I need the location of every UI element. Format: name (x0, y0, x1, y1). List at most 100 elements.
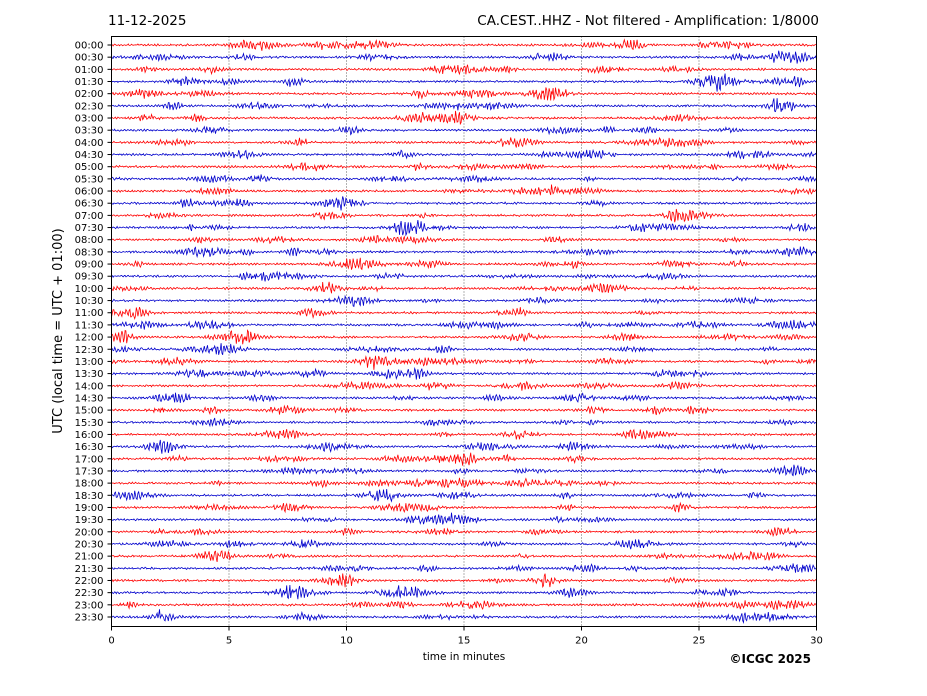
y-tick-label: 07:30 (75, 223, 104, 234)
y-tick-label: 13:30 (75, 369, 104, 380)
trace-1100 (111, 306, 817, 321)
plot-frame (111, 36, 817, 627)
y-tick-label: 11:30 (75, 320, 104, 331)
trace-1500 (111, 404, 817, 416)
chart-title: CA.CEST..HHZ - Not filtered - Amplificat… (477, 13, 819, 29)
y-tick-label: 05:30 (75, 174, 104, 185)
trace-1430 (111, 392, 817, 403)
trace-0030 (111, 50, 817, 64)
trace-0600 (111, 184, 817, 196)
y-tick-label: 18:00 (75, 479, 104, 490)
x-tick-label: 15 (458, 636, 471, 647)
y-tick-label: 15:00 (75, 406, 104, 417)
y-tick-label: 17:30 (75, 466, 104, 477)
trace-2030 (111, 539, 817, 550)
y-tick-label: 16:30 (75, 442, 104, 453)
x-axis-ticks: 0 5 10 15 20 25 30 (108, 626, 823, 647)
y-tick-label: 19:30 (75, 515, 104, 526)
y-tick-label: 16:00 (75, 430, 104, 441)
x-tick-label: 0 (108, 636, 114, 647)
y-tick-label: 00:00 (75, 41, 104, 52)
y-tick-label: 03:00 (75, 114, 104, 125)
trace-1530 (111, 417, 817, 428)
trace-1800 (111, 477, 817, 489)
trace-1300 (111, 355, 817, 370)
trace-0630 (111, 196, 817, 211)
trace-1400 (111, 380, 817, 391)
y-tick-label: 02:00 (75, 89, 104, 100)
y-tick-label: 23:00 (75, 600, 104, 611)
y-tick-label: 01:00 (75, 65, 104, 76)
trace-0330 (111, 125, 817, 136)
y-axis-label: UTC (local time = UTC + 01:00) (51, 228, 66, 433)
y-tick-label: 05:00 (75, 162, 104, 173)
copyright-label: ©ICGC 2025 (729, 652, 811, 666)
y-tick-label: 23:30 (75, 612, 104, 623)
trace-1630 (111, 439, 817, 454)
y-tick-label: 06:00 (75, 187, 104, 198)
chart-date: 11-12-2025 (108, 13, 186, 29)
y-tick-label: 14:00 (75, 381, 104, 392)
y-tick-label: 11:00 (75, 308, 104, 319)
y-tick-label: 18:30 (75, 491, 104, 502)
trace-1900 (111, 501, 817, 514)
trace-1130 (111, 319, 817, 331)
x-axis-label: time in minutes (423, 651, 505, 663)
y-tick-label: 06:30 (75, 199, 104, 210)
x-tick-label: 25 (693, 636, 706, 647)
y-tick-label: 00:30 (75, 53, 104, 64)
trace-1600 (111, 428, 817, 440)
trace-1700 (111, 452, 817, 466)
y-tick-label: 08:00 (75, 235, 104, 246)
y-tick-label: 17:00 (75, 454, 104, 465)
trace-2130 (111, 563, 817, 573)
trace-2000 (111, 527, 817, 538)
trace-0300 (111, 110, 817, 126)
y-tick-label: 10:30 (75, 296, 104, 307)
trace-1930 (111, 512, 817, 526)
trace-0430 (111, 148, 817, 160)
y-tick-label: 09:30 (75, 272, 104, 283)
x-tick-label: 5 (226, 636, 232, 647)
trace-1200 (111, 329, 817, 345)
trace-0700 (111, 208, 817, 223)
y-tick-label: 20:30 (75, 539, 104, 550)
y-tick-label: 10:00 (75, 284, 104, 295)
y-tick-label: 01:30 (75, 77, 104, 88)
y-tick-label: 08:30 (75, 247, 104, 258)
trace-0130 (111, 73, 817, 92)
x-tick-label: 20 (575, 636, 588, 647)
y-tick-label: 22:30 (75, 588, 104, 599)
y-tick-label: 04:30 (75, 150, 104, 161)
trace-0230 (111, 98, 817, 113)
seismic-traces (111, 38, 817, 624)
trace-2230 (111, 585, 817, 600)
trace-2330 (111, 609, 817, 624)
trace-0530 (111, 174, 817, 183)
trace-2300 (111, 599, 817, 611)
y-tick-label: 02:30 (75, 101, 104, 112)
y-tick-label: 15:30 (75, 418, 104, 429)
y-tick-label: 13:00 (75, 357, 104, 368)
y-tick-label: 07:00 (75, 211, 104, 222)
y-tick-label: 21:30 (75, 564, 104, 575)
y-tick-label: 03:30 (75, 126, 104, 137)
trace-0200 (111, 87, 817, 102)
y-tick-label: 21:00 (75, 552, 104, 563)
trace-0000 (111, 38, 817, 51)
trace-1030 (111, 294, 817, 308)
y-tick-label: 22:00 (75, 576, 104, 587)
trace-0800 (111, 235, 817, 245)
trace-0730 (111, 220, 817, 237)
trace-1230 (111, 343, 817, 356)
trace-0100 (111, 64, 817, 76)
trace-1330 (111, 366, 817, 380)
y-tick-label: 09:00 (75, 260, 104, 271)
trace-0830 (111, 246, 817, 259)
trace-2200 (111, 573, 817, 588)
trace-2100 (111, 550, 817, 562)
y-tick-label: 19:00 (75, 503, 104, 514)
trace-0400 (111, 136, 817, 148)
